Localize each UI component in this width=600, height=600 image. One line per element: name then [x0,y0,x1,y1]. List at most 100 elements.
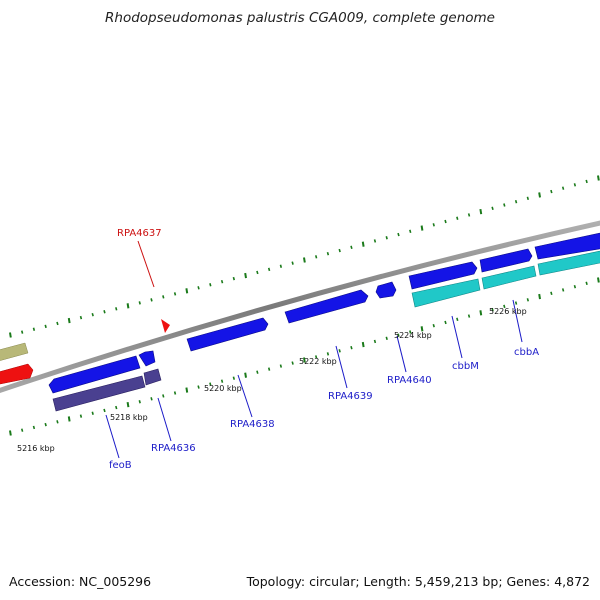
tick-mark [303,357,306,363]
tick-mark [491,307,494,312]
tick-mark [432,323,435,328]
tick-mark [115,307,118,311]
tick-mark [56,420,59,424]
tick-mark [526,196,530,201]
tick-mark [115,405,118,410]
gene-cbbM-upper[interactable] [408,261,478,290]
tick-mark [326,251,330,256]
tick-mark [244,372,247,378]
tick-mark [32,327,36,331]
tick-mark [503,304,506,309]
gene-cbbM-cyan[interactable] [411,278,481,308]
map-title: Rhodopseudomonas palustris CGA009, compl… [105,10,495,26]
tick-mark [220,279,224,284]
tick-mark [162,394,165,398]
gene-rpa4638-body[interactable] [186,317,269,352]
scale-label: 5224 kbp [394,331,432,340]
scale-label: 5220 kbp [204,384,242,393]
tick-mark [256,370,259,374]
tick-mark [397,333,400,337]
tick-mark [444,219,447,224]
tick-mark [585,179,588,184]
tick-mark [267,367,271,371]
gene-rpa4636-dark[interactable] [143,368,162,386]
tick-mark [20,428,24,432]
tick-mark [361,241,365,247]
tick-mark [197,286,200,290]
tick-mark [597,175,600,181]
gene-feoB-blue[interactable] [48,355,141,394]
scale-label: 5218 kbp [110,413,148,422]
tick-mark [467,314,471,318]
tick-mark [573,284,577,289]
tick-mark [409,330,412,334]
length-label: Length: [363,574,411,589]
gene-label-rpa4637[interactable]: RPA4637 [117,228,162,239]
tick-mark [467,213,471,217]
gene-label-cbbM[interactable]: cbbM [452,361,479,372]
gene-label-rpa4640[interactable]: RPA4640 [387,375,432,386]
tick-mark [126,401,130,408]
scale-label: 5226 kbp [489,307,527,316]
tick-mark [44,422,47,427]
tick-mark [526,298,530,302]
tick-mark [279,364,283,368]
gene-feoB-dark[interactable] [52,375,146,412]
tick-mark [561,288,565,292]
length-value: 5,459,213 bp [414,574,499,589]
gene-red-partial[interactable] [0,363,34,385]
tick-mark [361,341,365,348]
tick-mark [291,261,294,265]
tick-mark [9,430,12,436]
tick-mark [20,330,24,334]
tick-mark [314,355,318,359]
gene-label-rpa4636[interactable]: RPA4636 [151,443,196,454]
tick-mark [209,382,212,386]
gene-rpa4637-arrow[interactable] [161,319,170,333]
genome-backbone [0,220,600,393]
gene-label-cbbA[interactable]: cbbA [514,347,539,358]
accession-value: NC_005296 [79,574,152,589]
tick-mark [79,414,83,418]
tick-mark [538,293,541,300]
tick-mark [279,264,283,268]
gene-right-cyan[interactable] [537,250,600,276]
gene-right-upper[interactable] [534,232,600,260]
gene-cbbA-upper[interactable] [479,248,533,273]
gene-label-rpa4639[interactable]: RPA4639 [328,391,373,402]
tick-mark [244,272,247,279]
tick-mark [138,400,141,404]
topology-label: Topology: [246,574,306,589]
gene-label-feoB[interactable]: feoB [109,460,132,471]
tick-mark [91,312,94,317]
tick-mark [185,288,189,294]
tick-mark [397,232,400,237]
tick-mark [197,385,200,389]
tick-mark [338,349,341,353]
tick-mark [420,225,424,231]
tick-mark [32,425,36,430]
gene-rpa4639-body[interactable] [284,289,369,324]
tick-mark [314,255,318,259]
tick-mark [514,199,518,204]
gene-label-rpa4638[interactable]: RPA4638 [230,419,275,430]
gene-rpa4640-body[interactable] [375,281,397,299]
tick-mark [79,315,83,320]
gene-rpa4636-blue[interactable] [138,350,156,367]
scale-label: 5216 kbp [17,444,55,453]
tick-mark [209,283,212,287]
tick-mark [385,336,388,341]
scale-label: 5222 kbp [299,357,337,366]
tick-mark [256,270,259,275]
tick-mark [456,216,459,220]
tick-mark [503,203,506,207]
tick-mark [56,321,59,326]
tick-mark [373,339,377,344]
tick-mark [150,397,153,401]
tick-mark [150,298,153,302]
tick-mark [220,379,224,383]
gene-cbbA-cyan[interactable] [481,265,537,290]
tick-mark [409,229,412,233]
tick-mark [373,239,377,243]
gene-olive-partial[interactable] [0,342,29,362]
